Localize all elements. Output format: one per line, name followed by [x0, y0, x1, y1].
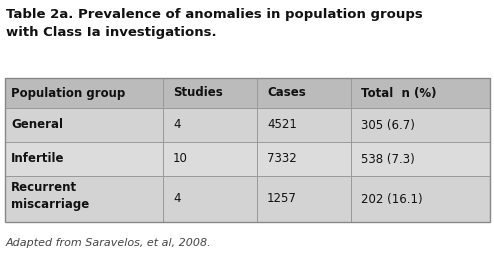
- Bar: [5, 176, 490, 222]
- Text: General: General: [11, 119, 63, 132]
- Text: Infertile: Infertile: [11, 152, 65, 166]
- Text: Studies: Studies: [173, 87, 223, 100]
- Text: 538 (7.3): 538 (7.3): [361, 152, 415, 166]
- Text: 4: 4: [173, 119, 180, 132]
- Text: Table 2a. Prevalence of anomalies in population groups: Table 2a. Prevalence of anomalies in pop…: [6, 8, 423, 21]
- Text: 305 (6.7): 305 (6.7): [361, 119, 415, 132]
- Bar: [5, 142, 490, 176]
- Text: 1257: 1257: [267, 193, 297, 205]
- Bar: [5, 78, 490, 108]
- Bar: [5, 108, 490, 142]
- Text: Cases: Cases: [267, 87, 306, 100]
- Text: Population group: Population group: [11, 87, 125, 100]
- Text: Adapted from Saravelos, et al, 2008.: Adapted from Saravelos, et al, 2008.: [6, 238, 211, 248]
- Text: Total  n (%): Total n (%): [361, 87, 437, 100]
- Text: 4521: 4521: [267, 119, 297, 132]
- Text: with Class Ia investigations.: with Class Ia investigations.: [6, 26, 217, 39]
- Text: 202 (16.1): 202 (16.1): [361, 193, 423, 205]
- Text: 4: 4: [173, 193, 180, 205]
- Text: Recurrent
miscarriage: Recurrent miscarriage: [11, 181, 89, 211]
- Bar: [5, 78, 490, 222]
- Text: 10: 10: [173, 152, 188, 166]
- Text: 7332: 7332: [267, 152, 297, 166]
